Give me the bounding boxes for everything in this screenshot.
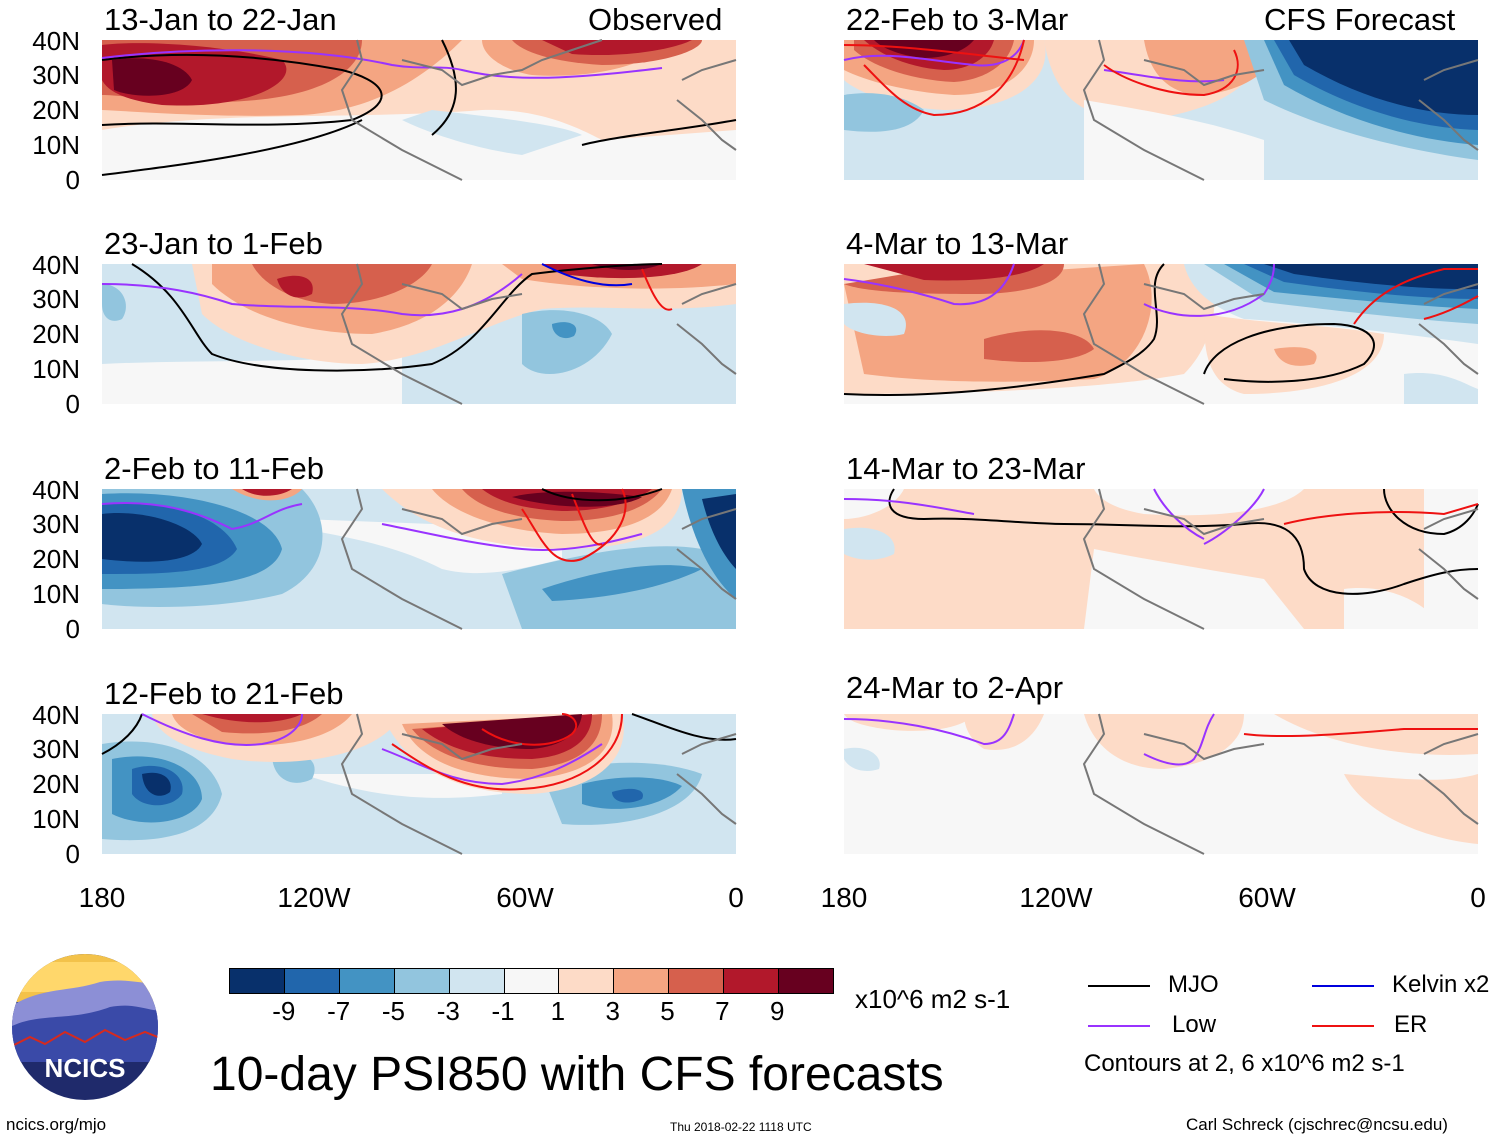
- ytick: 0: [65, 839, 80, 869]
- colorbar-swatch: [779, 969, 833, 993]
- colorbar-swatch: [724, 969, 780, 993]
- map-panel-r2: [843, 263, 1479, 405]
- legend-kelvin-label: Kelvin x2: [1392, 971, 1490, 998]
- footer-credit: Carl Schreck (cjschrec@ncsu.edu): [1186, 1115, 1448, 1134]
- ytick: 30N: [32, 509, 80, 539]
- colorbar: [229, 968, 834, 994]
- ncics-logo: NCICS: [12, 954, 158, 1100]
- logo-text: NCICS: [45, 1053, 126, 1083]
- legend-er-line: [1312, 1025, 1374, 1027]
- colorbar-tick-label: -5: [381, 996, 406, 1026]
- map-panel-r3: [843, 488, 1479, 630]
- ytick: 20N: [32, 769, 80, 799]
- footer-url: ncics.org/mjo: [6, 1115, 107, 1134]
- panel-title: 23-Jan to 1-Feb: [104, 226, 323, 261]
- colorbar-swatch: [614, 969, 670, 993]
- ytick: 20N: [32, 319, 80, 349]
- map-panel-l2: [101, 263, 737, 405]
- legend-note: Contours at 2, 6 x10^6 m2 s-1: [1084, 1050, 1405, 1077]
- colorbar-swatch: [339, 969, 395, 993]
- colorbar-swatch: [669, 969, 725, 993]
- ytick: 40N: [32, 475, 80, 505]
- cfs-forecast-label: CFS Forecast: [1264, 2, 1456, 37]
- colorbar-tick-label: -9: [272, 996, 296, 1026]
- map-panel-r4: [843, 713, 1479, 855]
- map-panel-l3: [101, 488, 737, 630]
- footer-timestamp: Thu 2018-02-22 1118 UTC: [670, 1120, 812, 1134]
- legend-mjo-label: MJO: [1168, 971, 1219, 998]
- observed-label: Observed: [588, 2, 723, 37]
- ytick: 20N: [32, 95, 80, 125]
- legend-low-label: Low: [1172, 1011, 1217, 1038]
- colorbar-swatch: [504, 969, 560, 993]
- colorbar-swatch: [284, 969, 340, 993]
- panel-title: 12-Feb to 21-Feb: [104, 676, 344, 711]
- colorbar-swatch: [394, 969, 450, 993]
- colorbar-swatch: [230, 969, 285, 993]
- main-title: 10-day PSI850 with CFS forecasts: [210, 1048, 944, 1101]
- xtick: 60W: [1238, 882, 1296, 913]
- colorbar-swatch: [449, 969, 505, 993]
- ytick: 20N: [32, 544, 80, 574]
- legend-mjo-line: [1088, 985, 1150, 987]
- colorbar-tick-label: 3: [605, 996, 620, 1026]
- colorbar-tick-label: 7: [715, 996, 730, 1026]
- colorbar-tick-label: -1: [491, 996, 515, 1026]
- map-panel-r1: [843, 39, 1479, 181]
- colorbar-units: x10^6 m2 s-1: [855, 984, 1011, 1014]
- legend-er-label: ER: [1394, 1011, 1428, 1038]
- xtick: 180: [820, 882, 868, 913]
- ytick: 30N: [32, 734, 80, 764]
- ytick: 30N: [32, 284, 80, 314]
- xtick: 120W: [277, 882, 351, 913]
- panel-title: 4-Mar to 13-Mar: [846, 226, 1069, 261]
- ytick: 10N: [32, 579, 80, 609]
- ytick: 0: [65, 614, 80, 644]
- panel-title: 14-Mar to 23-Mar: [846, 451, 1086, 486]
- ytick: 10N: [32, 804, 80, 834]
- ytick: 30N: [32, 60, 80, 90]
- colorbar-tick-label: -3: [436, 996, 460, 1026]
- colorbar-tick-label: 1: [550, 996, 566, 1026]
- panel-title: 22-Feb to 3-Mar: [846, 2, 1069, 37]
- legend-low-line: [1088, 1025, 1150, 1027]
- ytick: 0: [65, 165, 80, 195]
- panel-title: 13-Jan to 22-Jan: [104, 2, 337, 37]
- ytick: 40N: [32, 250, 80, 280]
- xtick: 180: [78, 882, 126, 913]
- ytick: 40N: [32, 26, 80, 56]
- colorbar-tick-label: 9: [769, 996, 785, 1026]
- ytick: 10N: [32, 130, 80, 160]
- xtick: 60W: [496, 882, 554, 913]
- colorbar-tick-label: -7: [327, 996, 351, 1026]
- panel-title: 2-Feb to 11-Feb: [104, 451, 324, 486]
- map-panel-l4: [101, 713, 737, 855]
- colorbar-tick-label: 5: [660, 996, 675, 1026]
- xtick: 0: [728, 882, 744, 913]
- panel-title: 24-Mar to 2-Apr: [846, 670, 1064, 705]
- map-panel-l1: [101, 39, 737, 181]
- ytick: 40N: [32, 700, 80, 730]
- colorbar-swatch: [559, 969, 615, 993]
- legend-kelvin-line: [1312, 985, 1374, 987]
- xtick: 0: [1470, 882, 1486, 913]
- xtick: 120W: [1019, 882, 1093, 913]
- ytick: 10N: [32, 354, 80, 384]
- ytick: 0: [65, 389, 80, 419]
